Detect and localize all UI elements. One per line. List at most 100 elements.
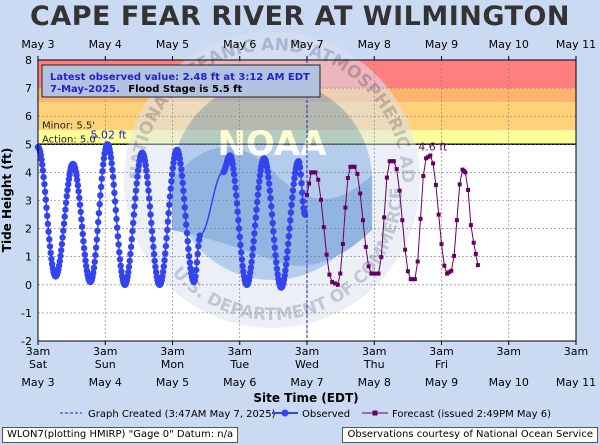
forecast-point — [319, 197, 323, 202]
forecast-point — [449, 268, 454, 273]
forecast-point — [405, 269, 410, 274]
observed-point — [230, 165, 237, 173]
observed-point — [39, 161, 46, 168]
observed-point — [255, 184, 262, 191]
footer-gauge-info: WLON7(plotting HMIRP) "Gage 0" Datum: n/… — [2, 427, 239, 443]
observed-point — [232, 184, 239, 192]
bottom-time-tick-label: 3am — [497, 345, 521, 358]
forecast-point — [468, 223, 473, 228]
forecast-point — [391, 159, 396, 164]
observed-point — [151, 257, 158, 265]
observed-point — [75, 188, 82, 195]
observed-point — [287, 209, 295, 216]
forecast-point — [418, 216, 423, 221]
observed-point — [133, 180, 140, 187]
observed-point — [162, 242, 170, 250]
observed-point — [39, 167, 47, 174]
observed-point — [265, 174, 272, 181]
forecast-series: 4.6 ft — [305, 141, 480, 287]
observed-point — [144, 180, 151, 187]
forecast-point — [330, 280, 335, 284]
observed-point — [97, 192, 104, 199]
observed-point — [273, 265, 281, 272]
bottom-date-tick-label: May 4 — [89, 376, 122, 389]
observed-point — [178, 166, 185, 173]
observed-point — [110, 181, 117, 188]
observed-point — [107, 149, 114, 157]
observed-point — [180, 195, 188, 203]
observed-point — [41, 181, 48, 188]
observed-point — [90, 264, 98, 271]
observed-point — [168, 178, 175, 185]
observed-point — [194, 250, 201, 258]
observed-point — [183, 221, 190, 228]
forecast-point — [454, 218, 459, 223]
observed-point — [131, 203, 138, 210]
observed-point — [252, 214, 259, 221]
y-tick-label: 6 — [25, 110, 32, 123]
forecast-point — [445, 271, 450, 276]
observed-point — [116, 256, 124, 263]
bottom-time-tick-label: 3am — [228, 345, 252, 358]
top-date-tick-label: May 9 — [425, 38, 458, 51]
forecast-point — [316, 177, 321, 182]
forecast-point — [428, 153, 433, 158]
forecast-point — [307, 181, 312, 186]
forecast-point — [384, 175, 389, 180]
observed-point — [59, 234, 66, 241]
observed-point — [267, 195, 274, 202]
observed-point — [256, 178, 263, 185]
top-date-tick-label: May 6 — [223, 38, 256, 51]
observed-point — [268, 203, 275, 210]
observed-point — [132, 195, 139, 202]
observed-point — [61, 213, 68, 220]
observed-point — [142, 162, 149, 169]
bottom-date-tick-label: May 3 — [21, 376, 54, 389]
observed-point — [96, 201, 103, 208]
annotation-date: 7-May-2025. — [50, 84, 120, 95]
bottom-time-tick-label: 3am — [429, 345, 453, 358]
observed-point — [164, 226, 171, 234]
observed-point — [48, 255, 55, 263]
annotation-box — [41, 64, 321, 98]
bottom-day-tick-label: Sun — [95, 358, 116, 371]
x-axis-title: Site Time (EDT) — [253, 391, 358, 405]
forecast-point — [439, 242, 444, 247]
observed-point — [179, 179, 186, 187]
observed-point — [43, 204, 50, 211]
forecast-point — [473, 251, 478, 256]
observed-point — [187, 265, 194, 272]
observed-point — [76, 194, 83, 202]
observed-point — [273, 259, 280, 266]
forecast-point — [340, 242, 345, 246]
observed-point — [60, 220, 68, 227]
observed-point — [297, 171, 304, 178]
top-date-tick-label: May 3 — [21, 38, 54, 51]
observed-point — [250, 237, 257, 245]
forecast-point — [408, 277, 413, 282]
observed-point — [109, 173, 117, 181]
y-tick-label: -2 — [21, 335, 32, 348]
observed-point — [143, 167, 150, 174]
observed-point — [236, 233, 243, 241]
forecast-point — [309, 170, 314, 175]
bottom-day-tick-label: Sat — [29, 358, 48, 371]
observed-point — [45, 228, 52, 235]
observed-point — [247, 269, 254, 276]
top-date-tick-label: May 8 — [358, 38, 391, 51]
observed-point — [62, 199, 70, 206]
observed-point — [269, 219, 276, 227]
observed-point — [164, 218, 172, 225]
observed-point — [247, 264, 255, 271]
observed-point — [233, 200, 241, 207]
top-date-tick-label: May 4 — [89, 38, 122, 51]
forecast-point — [463, 170, 468, 175]
bottom-day-tick-label: Tue — [229, 358, 249, 371]
forecast-point — [436, 212, 441, 217]
forecast-point — [382, 215, 387, 220]
bottom-date-tick-label: May 6 — [223, 376, 256, 389]
forecast-point — [374, 271, 379, 276]
observed-point — [251, 222, 259, 229]
bottom-date-tick-label: May 9 — [425, 376, 458, 389]
